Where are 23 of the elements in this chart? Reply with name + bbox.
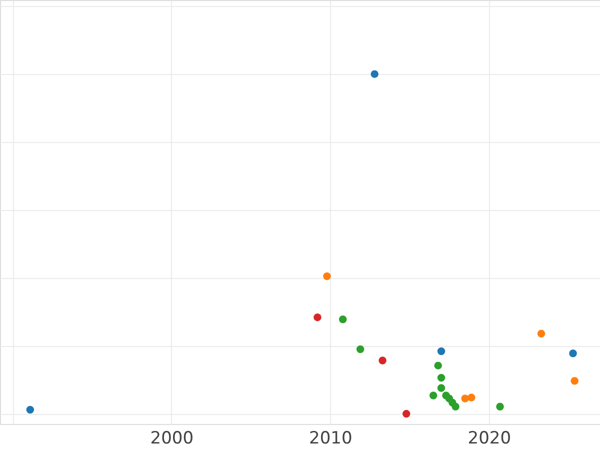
point bbox=[429, 392, 438, 400]
point bbox=[468, 394, 476, 402]
x-tick-label: 2020 bbox=[468, 428, 512, 448]
x-tick-label: 2000 bbox=[150, 428, 194, 448]
point bbox=[496, 402, 504, 411]
point bbox=[452, 402, 460, 411]
point bbox=[26, 406, 34, 414]
point bbox=[356, 345, 364, 354]
x-tick-label: 2010 bbox=[309, 428, 352, 448]
point bbox=[434, 362, 442, 370]
point bbox=[323, 272, 331, 280]
point bbox=[314, 313, 322, 322]
point bbox=[402, 410, 410, 418]
point bbox=[437, 384, 446, 392]
point bbox=[437, 347, 446, 356]
point bbox=[370, 70, 378, 78]
point bbox=[461, 394, 469, 402]
point bbox=[437, 374, 446, 382]
point bbox=[570, 376, 578, 385]
point bbox=[569, 349, 577, 358]
point bbox=[338, 315, 347, 324]
point bbox=[378, 356, 386, 364]
point bbox=[537, 330, 546, 338]
